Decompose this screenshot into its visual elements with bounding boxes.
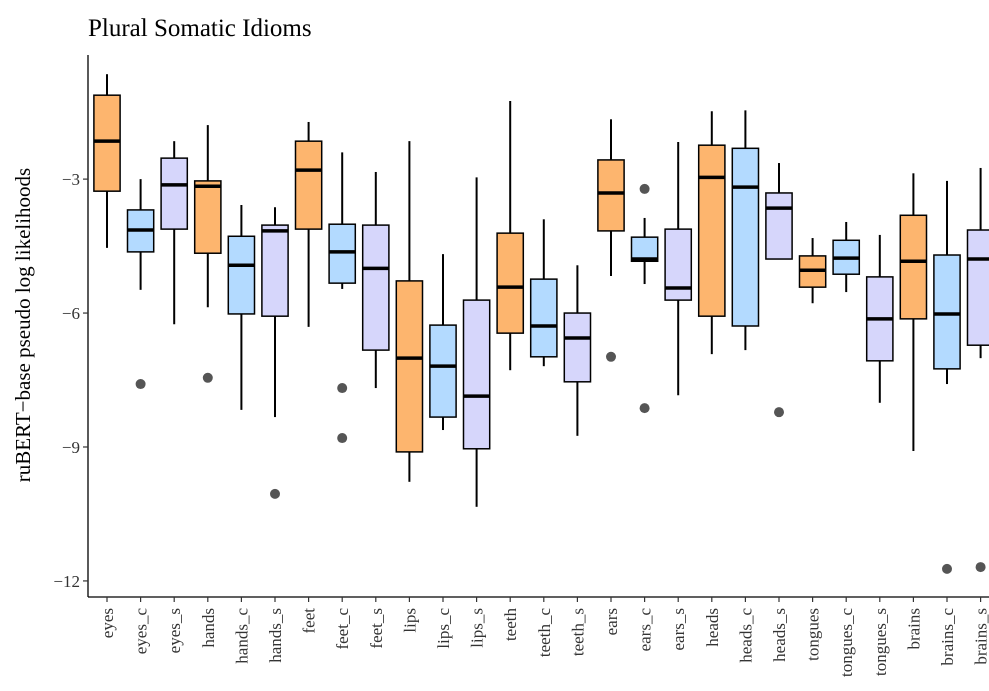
x-tick-label: hands: [199, 608, 218, 648]
box: [294, 140, 323, 230]
y-tick-label: −3: [62, 170, 80, 189]
x-tick-label: eyes_c: [132, 608, 151, 655]
box: [328, 223, 357, 284]
box: [429, 324, 457, 418]
x-tick-label: feet_s: [367, 608, 386, 649]
outlier: [135, 379, 146, 390]
x-tick-label: eyes: [98, 608, 117, 638]
x-tick-label: brains_s: [972, 608, 989, 665]
x-tick-label: heads_c: [736, 608, 755, 663]
x-tick-label: teeth: [501, 608, 520, 642]
x-tick-label: hands_s: [266, 608, 285, 663]
box: [361, 224, 390, 351]
outlier: [270, 488, 280, 499]
x-tick-label: tongues_c: [837, 608, 856, 677]
box: [496, 232, 525, 334]
box: [899, 214, 928, 320]
x-tick-label: heads: [703, 608, 722, 647]
x-tick-label: eyes_s: [165, 608, 184, 653]
y-axis-label: ruBERT−base pseudo log likelihoods: [11, 168, 35, 482]
box: [563, 312, 592, 383]
x-tick-label: tongues_s: [871, 608, 890, 676]
x-tick-label: heads_s: [770, 608, 789, 662]
x-tick-label: ears: [602, 608, 621, 635]
box: [193, 180, 222, 254]
x-tick-label: feet: [300, 608, 319, 634]
box: [93, 94, 121, 192]
box: [697, 144, 726, 317]
box: [462, 299, 491, 450]
box: [966, 229, 989, 346]
box: [395, 280, 424, 453]
outlier: [942, 563, 952, 574]
x-tick-label: lips_s: [468, 608, 487, 648]
outlier: [337, 383, 348, 394]
box: [731, 147, 760, 327]
box: [529, 278, 558, 358]
outlier: [975, 562, 986, 573]
outlier: [639, 183, 650, 194]
chart-title: Plural Somatic Idioms: [88, 15, 312, 42]
outlier: [337, 433, 348, 444]
x-tick-label: hands_c: [232, 608, 251, 664]
y-tick-label: −12: [53, 572, 80, 591]
x-tick-label: feet_c: [333, 608, 352, 650]
x-tick-label: brains_c: [938, 608, 957, 666]
box: [630, 236, 659, 263]
box: [160, 157, 189, 230]
y-tick-label: −9: [62, 438, 80, 457]
outlier: [606, 351, 616, 362]
outlier: [639, 403, 650, 414]
x-tick-label: lips_c: [434, 608, 453, 649]
box: [261, 224, 289, 317]
box: [227, 235, 256, 315]
outlier: [774, 407, 784, 418]
x-tick-label: ears_c: [636, 608, 655, 652]
x-tick-label: ears_s: [669, 608, 688, 650]
x-tick-label: teeth_c: [535, 608, 554, 658]
x-tick-label: teeth_s: [568, 608, 587, 656]
x-tick-label: lips: [400, 608, 419, 633]
y-tick-label: −6: [62, 304, 80, 323]
box: [765, 192, 793, 260]
outlier: [202, 372, 213, 383]
x-tick-label: brains: [904, 608, 923, 650]
x-tick-label: tongues: [804, 608, 823, 661]
box: [597, 159, 625, 232]
box: [933, 254, 961, 370]
